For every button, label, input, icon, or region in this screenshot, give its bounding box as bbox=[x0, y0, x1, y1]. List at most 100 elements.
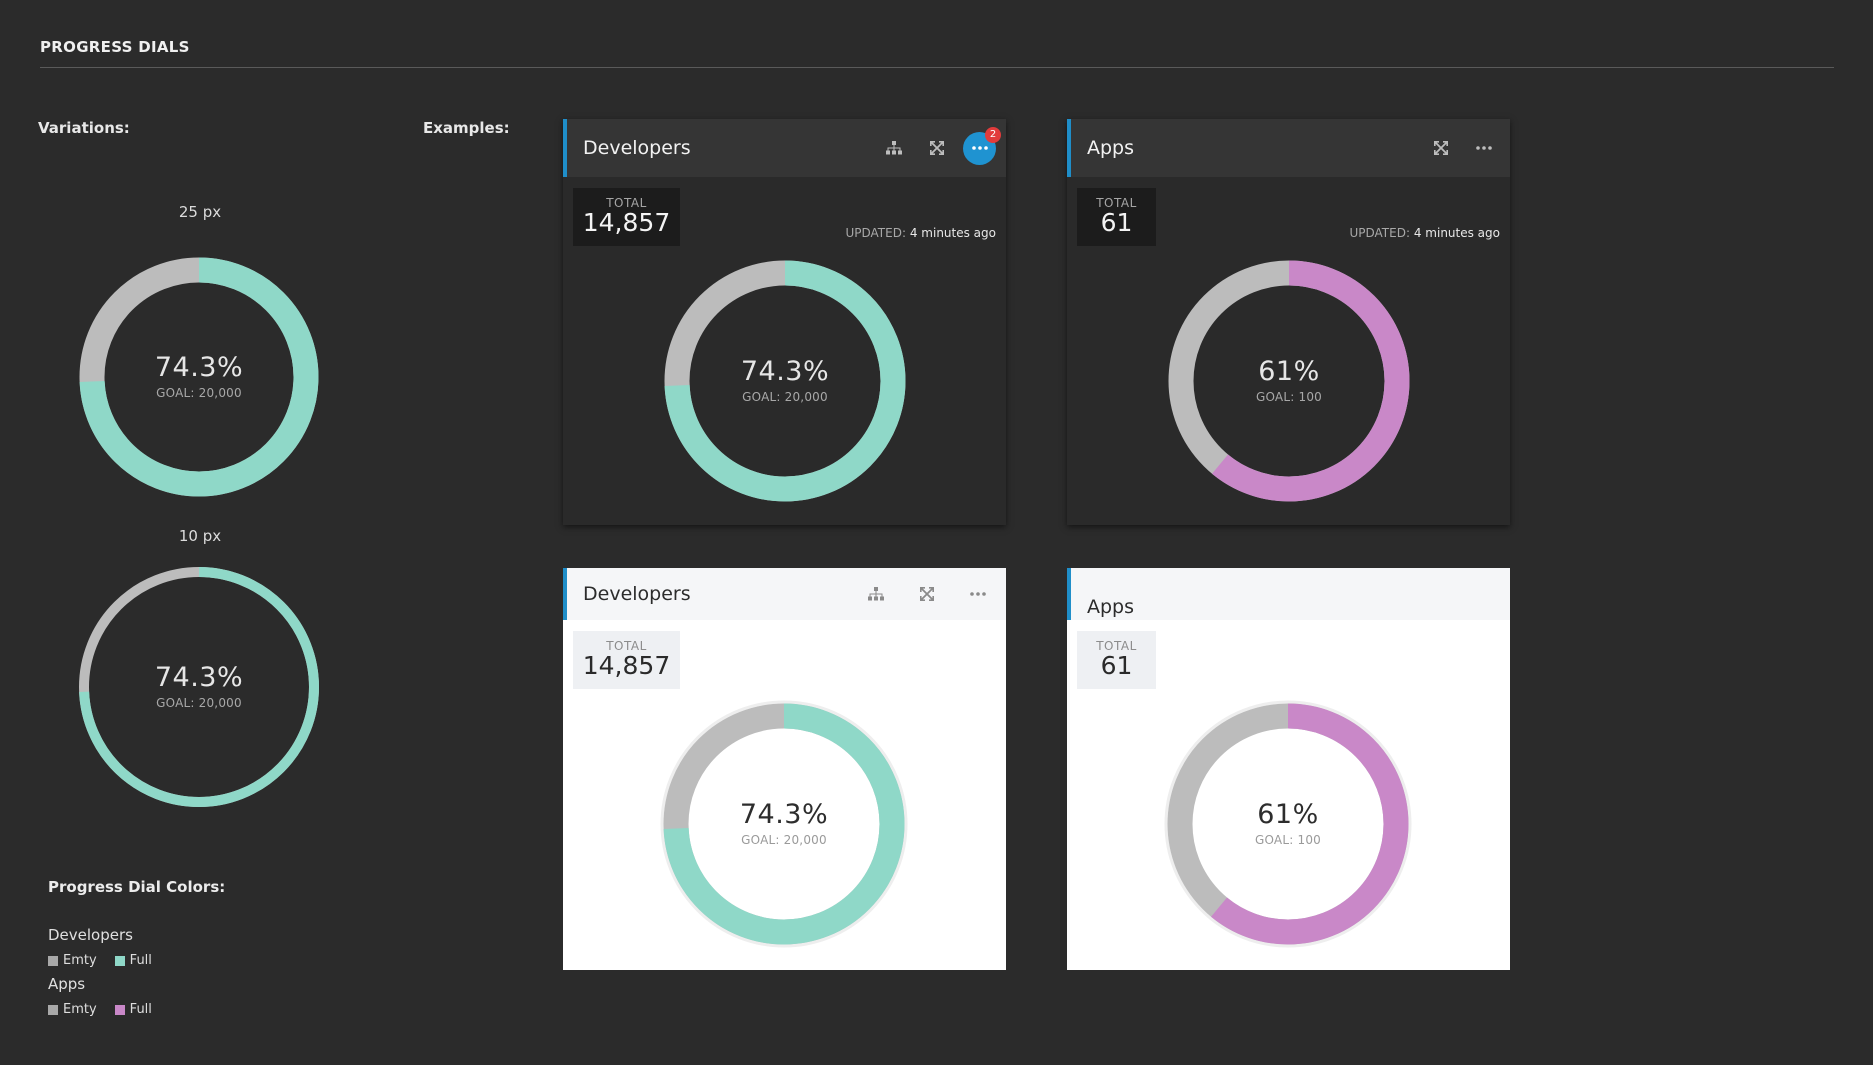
dial-graphic bbox=[79, 257, 319, 497]
variation-10px: 10 px bbox=[70, 527, 330, 545]
dial-percent: 74.3% bbox=[740, 356, 830, 388]
progress-dial-10px: 74.3% GOAL: 20,000 bbox=[70, 558, 328, 816]
total-box: TOTAL 61 bbox=[1077, 188, 1156, 246]
dial-full-arc bbox=[79, 567, 319, 807]
dial-center: 74.3% GOAL: 20,000 bbox=[659, 699, 909, 949]
legend-row-developers: Emty Full bbox=[48, 953, 170, 968]
more-icon bbox=[969, 592, 986, 596]
title-divider bbox=[40, 67, 1834, 68]
dial-graphic bbox=[664, 260, 906, 502]
widget-title: Apps bbox=[1087, 137, 1135, 159]
dial-full-arc bbox=[1167, 703, 1409, 945]
full-swatch bbox=[114, 955, 125, 966]
updated-label: UPDATED: bbox=[845, 226, 907, 240]
dial-percent: 74.3% bbox=[154, 352, 244, 384]
legend-group-apps: Apps bbox=[48, 975, 86, 993]
progress-dial-25px: 74.3% GOAL: 20,000 bbox=[70, 248, 328, 506]
updated-status: UPDATED: 4 minutes ago bbox=[845, 226, 996, 240]
legend-row-apps: Emty Full bbox=[48, 1002, 170, 1017]
hierarchy-icon bbox=[867, 587, 884, 601]
updated-time: 4 minutes ago bbox=[1413, 226, 1500, 240]
total-label: TOTAL bbox=[1096, 639, 1137, 654]
dial-percent: 74.3% bbox=[739, 799, 829, 831]
variations-heading: Variations: bbox=[38, 119, 130, 137]
widget-toolbar: 2 bbox=[877, 119, 1001, 177]
fullscreen-icon bbox=[929, 141, 944, 155]
more-icon bbox=[1475, 146, 1492, 150]
dial-graphic bbox=[1164, 700, 1412, 948]
developers-widget-dark: Developers bbox=[563, 119, 1006, 525]
dial-graphic bbox=[79, 567, 319, 807]
dial-goal: GOAL: 100 bbox=[1255, 832, 1321, 847]
fullscreen-icon bbox=[1433, 141, 1448, 155]
more-menu-button[interactable] bbox=[961, 578, 994, 611]
dial-graphic bbox=[660, 700, 908, 948]
widget-title: Developers bbox=[583, 137, 691, 159]
progress-dial: 61% GOAL: 100 bbox=[1163, 699, 1413, 949]
fullscreen-button[interactable] bbox=[910, 578, 943, 611]
total-label: TOTAL bbox=[606, 196, 647, 211]
legend-full-label: Full bbox=[129, 1002, 152, 1017]
legend-group-developers: Developers bbox=[48, 926, 133, 944]
variation-25px: 25 px bbox=[70, 203, 330, 221]
full-swatch bbox=[114, 1004, 125, 1015]
total-value: 61 bbox=[1100, 208, 1133, 238]
dial-full-arc bbox=[663, 703, 905, 945]
page-title: PROGRESS DIALS bbox=[40, 38, 190, 56]
dial-center: 74.3% GOAL: 20,000 bbox=[70, 248, 328, 506]
more-menu-button[interactable]: 2 bbox=[963, 126, 1001, 165]
dial-center: 74.3% GOAL: 20,000 bbox=[70, 558, 328, 816]
examples-heading: Examples: bbox=[423, 119, 510, 137]
total-label: TOTAL bbox=[1096, 196, 1137, 211]
legend-item-empty: Emty bbox=[48, 1002, 97, 1017]
dial-graphic bbox=[1168, 260, 1410, 502]
hierarchy-icon bbox=[885, 141, 902, 155]
total-value: 61 bbox=[1100, 651, 1133, 681]
fullscreen-icon bbox=[919, 587, 934, 601]
progress-dial: 74.3% GOAL: 20,000 bbox=[659, 699, 909, 949]
fullscreen-button[interactable] bbox=[1424, 132, 1457, 165]
hierarchy-button[interactable] bbox=[877, 132, 910, 165]
total-value: 14,857 bbox=[582, 651, 671, 681]
variation-label: 25 px bbox=[178, 203, 222, 221]
widget-title: Developers bbox=[583, 583, 691, 605]
legend-item-full: Full bbox=[114, 1002, 152, 1017]
total-box: TOTAL 61 bbox=[1077, 631, 1156, 689]
total-box: TOTAL 14,857 bbox=[573, 631, 680, 689]
legend-full-label: Full bbox=[129, 953, 152, 968]
developers-widget-light: Developers bbox=[563, 568, 1006, 970]
more-menu-button[interactable] bbox=[1467, 132, 1500, 165]
total-box: TOTAL 14,857 bbox=[573, 188, 680, 246]
dial-full-arc bbox=[1168, 260, 1410, 502]
total-value: 14,857 bbox=[582, 208, 671, 238]
legend-item-full: Full bbox=[114, 953, 152, 968]
dial-goal: GOAL: 20,000 bbox=[742, 389, 828, 404]
progress-dial: 61% GOAL: 100 bbox=[1167, 259, 1411, 503]
dial-outer-halo bbox=[660, 700, 908, 948]
empty-swatch bbox=[48, 1004, 58, 1015]
updated-time: 4 minutes ago bbox=[909, 226, 996, 240]
dial-goal: GOAL: 20,000 bbox=[156, 385, 242, 400]
dial-goal: GOAL: 20,000 bbox=[741, 832, 827, 847]
updated-label: UPDATED: bbox=[1349, 226, 1411, 240]
legend-empty-label: Emty bbox=[63, 1002, 97, 1017]
hierarchy-button[interactable] bbox=[859, 578, 892, 611]
widget-toolbar bbox=[859, 568, 994, 620]
notification-badge: 2 bbox=[985, 126, 1001, 143]
total-label: TOTAL bbox=[606, 639, 647, 654]
legend-item-empty: Emty bbox=[48, 953, 97, 968]
dial-goal: GOAL: 100 bbox=[1256, 389, 1322, 404]
dial-percent: 74.3% bbox=[154, 662, 244, 694]
dial-center: 61% GOAL: 100 bbox=[1167, 259, 1411, 503]
dial-percent: 61% bbox=[1257, 799, 1319, 831]
dial-percent: 61% bbox=[1258, 356, 1320, 388]
apps-widget-dark: Apps TOTAL 61 bbox=[1067, 119, 1510, 525]
variation-label: 10 px bbox=[178, 527, 222, 545]
fullscreen-button[interactable] bbox=[920, 132, 953, 165]
dial-full-arc bbox=[79, 257, 319, 497]
widget-header: Apps bbox=[1067, 119, 1510, 177]
widget-toolbar bbox=[1424, 119, 1500, 177]
dial-outer-halo bbox=[1164, 700, 1412, 948]
dial-center: 74.3% GOAL: 20,000 bbox=[663, 259, 907, 503]
